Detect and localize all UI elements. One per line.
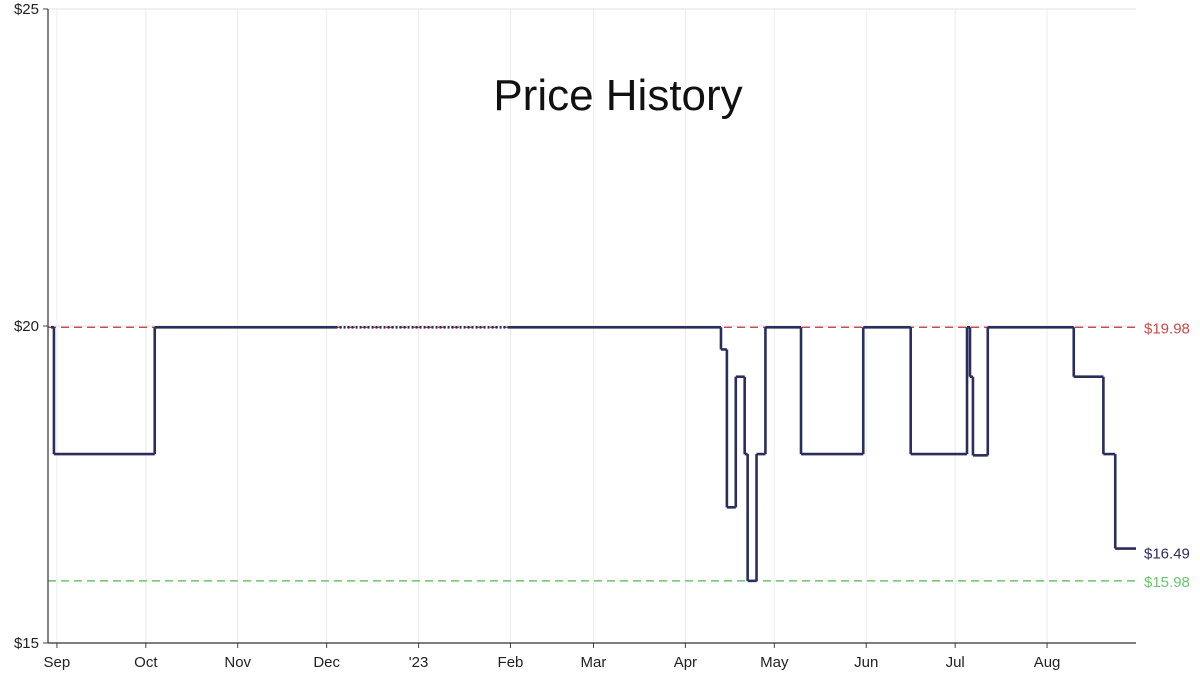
y-tick-label: $20 [14, 318, 39, 335]
x-tick-label: Dec [313, 654, 340, 671]
x-tick-label: Jul [946, 654, 965, 671]
x-tick-label: '23 [409, 654, 429, 671]
x-tick-label: Aug [1034, 654, 1061, 671]
price-series [50, 325, 1136, 583]
x-tick-label: Apr [674, 654, 697, 671]
axes: Sep Oct Nov Dec '23 Feb Mar Apr May Jun Jul Aug $25 $… [14, 1, 1136, 671]
current-price-label: $16.49 [1144, 546, 1190, 563]
x-tick-label: Oct [134, 654, 158, 671]
chart-title: Price History [493, 71, 742, 120]
y-tick-label: $25 [14, 1, 39, 18]
x-tick-label: Sep [44, 654, 71, 671]
price-labels: $19.98 $15.98 $16.49 [1144, 320, 1190, 591]
x-tick-label: Jun [854, 654, 878, 671]
x-tick-label: Nov [224, 654, 251, 671]
x-tick-label: May [760, 654, 789, 671]
x-tick-label: Feb [498, 654, 524, 671]
reference-line-label: $19.98 [1144, 320, 1190, 337]
reference-line-label: $15.98 [1144, 574, 1190, 591]
x-tick-label: Mar [581, 654, 607, 671]
y-tick-label: $15 [14, 635, 39, 652]
